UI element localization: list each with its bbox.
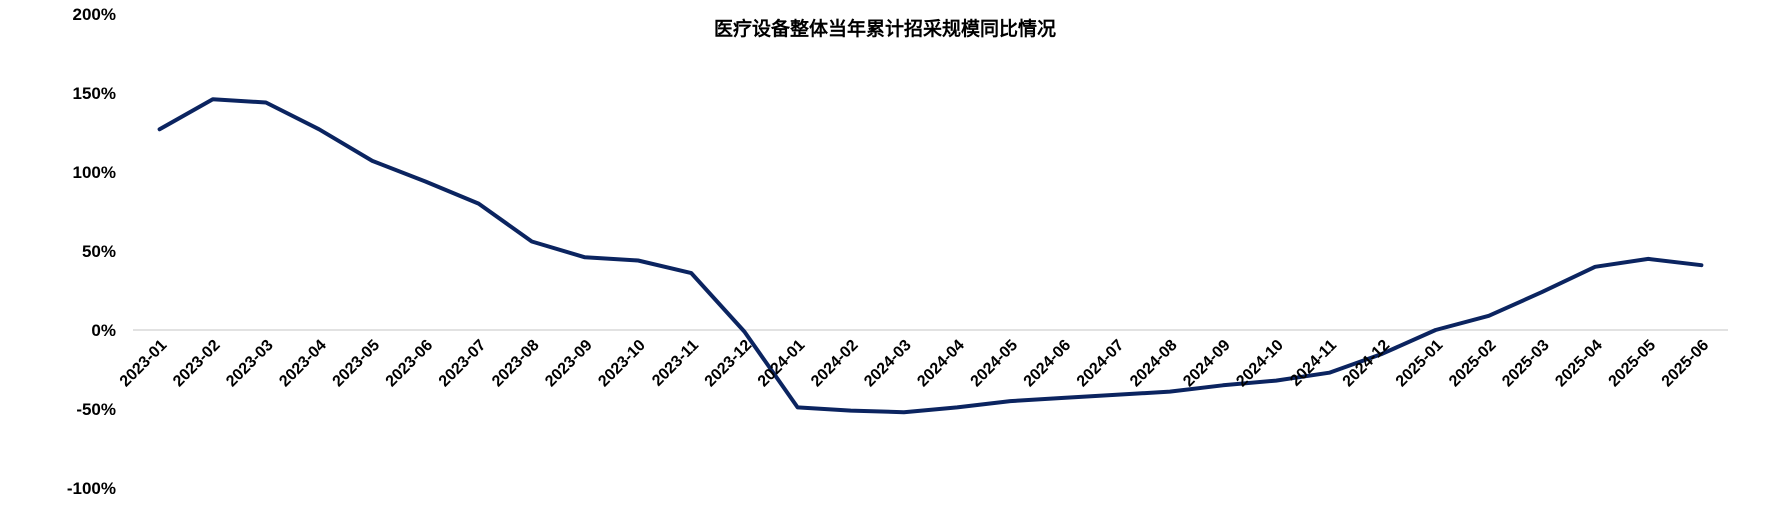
y-tick-label: 100%: [73, 163, 116, 182]
y-tick-label: 200%: [73, 5, 116, 24]
y-tick-label: 50%: [82, 242, 116, 261]
y-tick-label: -50%: [76, 400, 116, 419]
x-tick-label: 2024-04: [914, 337, 968, 391]
x-tick-label: 2023-08: [489, 337, 543, 391]
x-tick-label: 2024-11: [1287, 337, 1340, 390]
x-tick-label: 2023-05: [330, 337, 384, 391]
x-tick-label: 2023-06: [383, 337, 437, 391]
x-tick-label: 2025-03: [1499, 337, 1553, 391]
x-tick-label: 2024-08: [1127, 337, 1181, 391]
y-tick-label: -100%: [67, 479, 116, 498]
x-tick-label: 2023-09: [542, 337, 596, 391]
x-tick-label: 2024-02: [808, 337, 862, 391]
x-tick-label: 2024-12: [1340, 337, 1394, 391]
x-tick-label: 2024-03: [861, 337, 915, 391]
x-tick-label: 2023-07: [436, 337, 490, 391]
chart-title: 医疗设备整体当年累计招采规模同比情况: [714, 17, 1056, 40]
series-line: [157, 97, 1704, 415]
x-tick-label: 2023-12: [702, 337, 756, 391]
x-tick-label: 2023-04: [276, 337, 330, 391]
x-tick-label: 2023-03: [223, 337, 277, 391]
x-tick-label: 2024-05: [968, 337, 1022, 391]
x-tick-label: 2025-06: [1659, 337, 1713, 391]
x-tick-label: 2024-06: [1021, 337, 1075, 391]
y-tick-label: 150%: [73, 84, 116, 103]
x-tick-label: 2023-02: [170, 337, 224, 391]
x-tick-label: 2023-01: [117, 337, 171, 391]
x-tick-label: 2025-05: [1606, 337, 1660, 391]
y-axis-tick-labels: 200% 150% 100% 50% 0% -50% -100%: [67, 5, 116, 498]
x-tick-label: 2025-02: [1446, 337, 1500, 391]
x-tick-label: 2024-07: [1074, 337, 1128, 391]
x-tick-label: 2023-10: [595, 337, 649, 391]
y-tick-label: 0%: [91, 321, 116, 340]
x-tick-label: 2023-11: [649, 337, 702, 390]
x-tick-label: 2025-04: [1552, 337, 1606, 391]
x-axis-tick-labels: 2023-01 2023-02 2023-03 2023-04 2023-05 2023-…: [117, 337, 1712, 391]
x-tick-label: 2024-09: [1180, 337, 1234, 391]
